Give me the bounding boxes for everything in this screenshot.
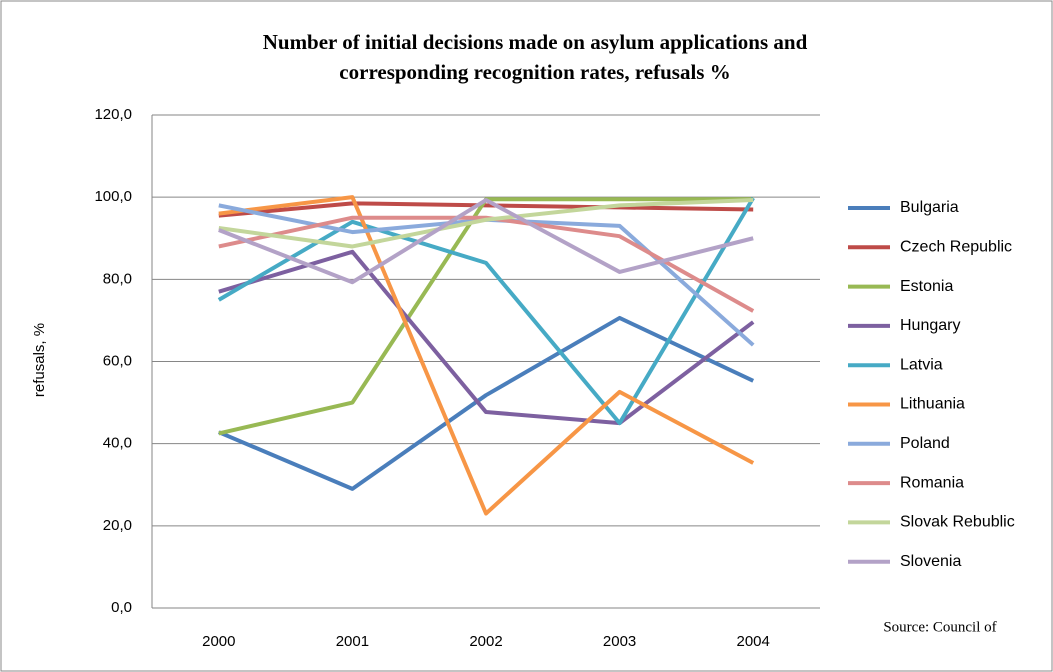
legend-label: Romania — [900, 474, 964, 491]
legend-label: Slovak Rebublic — [900, 514, 1015, 531]
legend-label: Estonia — [900, 278, 953, 295]
data-line — [217, 196, 755, 426]
x-tick-label: 2001 — [336, 633, 369, 650]
y-tick-label: 40,0 — [103, 435, 132, 452]
y-tick-label: 80,0 — [103, 270, 132, 287]
chart-title: Number of initial decisions made on asyl… — [263, 30, 808, 54]
y-axis-label: refusals, % — [31, 323, 48, 397]
y-tick-label: 0,0 — [111, 599, 132, 616]
data-line — [218, 198, 754, 285]
data-line — [218, 198, 754, 249]
data-line — [218, 315, 755, 491]
y-tick-label: 20,0 — [103, 517, 132, 534]
chart-title: corresponding recognition rates, refusal… — [339, 60, 730, 84]
x-tick-label: 2002 — [469, 633, 502, 650]
data-line — [218, 201, 754, 218]
legend-label: Bulgaria — [900, 199, 959, 216]
x-tick-label: 2003 — [603, 633, 636, 650]
x-tick-label: 2004 — [737, 633, 770, 650]
legend-label: Slovenia — [900, 553, 961, 570]
legend-label: Hungary — [900, 317, 960, 334]
legend-label: Lithuania — [900, 396, 965, 413]
x-tick-label: 2000 — [202, 633, 235, 650]
y-tick-label: 60,0 — [103, 352, 132, 369]
legend-label: Czech Republic — [900, 239, 1012, 256]
source-note: Source: Council of — [883, 619, 996, 635]
y-tick-label: 120,0 — [94, 106, 132, 123]
legend-label: Latvia — [900, 356, 943, 373]
legend-label: Poland — [900, 435, 950, 452]
y-tick-label: 100,0 — [94, 188, 132, 205]
data-line — [218, 195, 755, 516]
